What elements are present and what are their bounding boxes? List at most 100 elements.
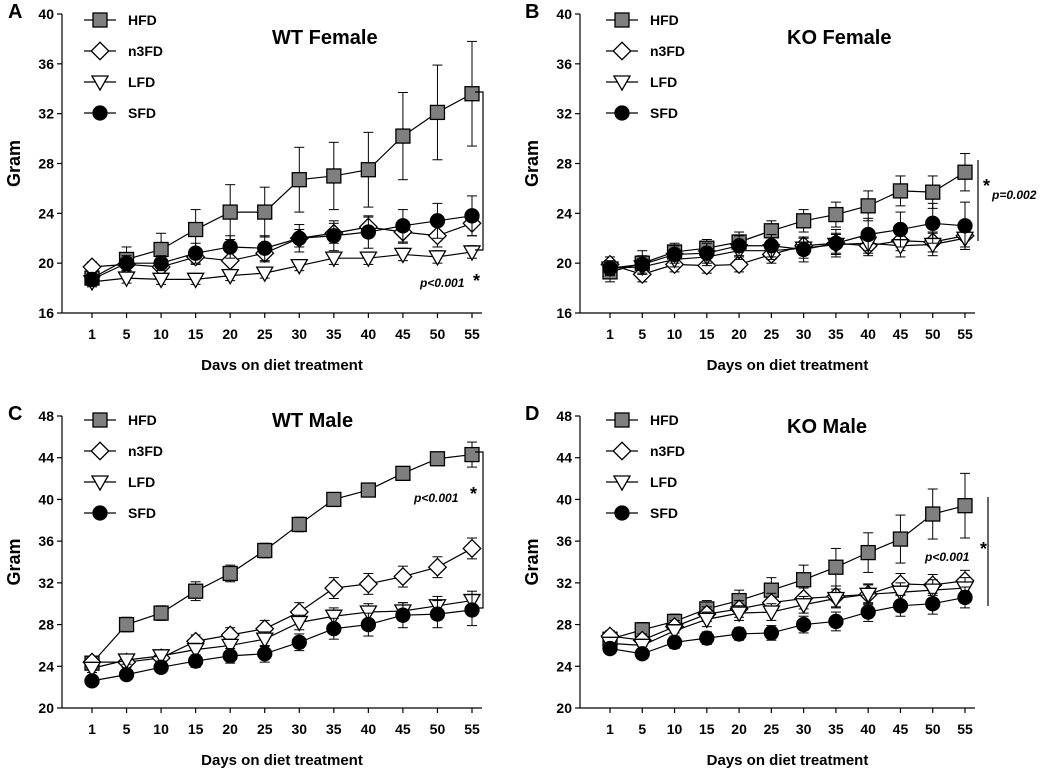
legend-marker [614, 412, 630, 428]
y-tick-label: 48 [38, 408, 54, 424]
y-tick-label: 28 [556, 617, 572, 633]
legend-label: SFD [128, 505, 156, 521]
legend-label: n3FD [650, 443, 685, 459]
legend-item-n3fd: n3FD [84, 41, 163, 61]
y-tick-label: 32 [556, 106, 572, 122]
legend-marker [92, 105, 108, 121]
legend-marker [614, 105, 630, 121]
y-axis-label: Gram [4, 140, 24, 187]
y-tick-label: 24 [38, 205, 54, 221]
x-tick-label: 45 [893, 721, 909, 737]
significance-star: * [983, 176, 990, 196]
panel-letter: C [8, 403, 22, 425]
data-point [326, 168, 342, 184]
data-point [828, 559, 844, 575]
legend: HFD n3FD LFD SFD [606, 412, 685, 521]
series-n3fd [82, 537, 482, 672]
legend-label: HFD [650, 412, 679, 428]
series-line [91, 599, 473, 669]
x-tick-label: 50 [430, 326, 446, 342]
data-point [860, 604, 876, 620]
data-point [186, 272, 205, 289]
data-point [666, 246, 683, 263]
x-tick-label: 40 [361, 721, 377, 737]
legend-item-lfd: LFD [84, 474, 155, 492]
legend-label: SFD [650, 505, 678, 521]
significance-star: * [470, 484, 477, 504]
x-tick-label: 55 [957, 326, 973, 342]
legend-marker [92, 505, 108, 521]
y-tick-label: 32 [38, 575, 54, 591]
data-point [794, 598, 813, 615]
p-value-label: p<0.001 [924, 550, 970, 564]
data-point [151, 272, 171, 289]
series-lfd [82, 590, 482, 678]
bracket-line [475, 451, 484, 609]
y-tick-label: 16 [556, 305, 572, 321]
chart-title: KO Male [787, 416, 867, 438]
significance-bracket: p<0.001 * [413, 451, 484, 609]
series-line [91, 93, 473, 279]
data-point [729, 606, 749, 623]
x-tick-label: 45 [395, 326, 411, 342]
legend-marker [614, 12, 630, 28]
data-point [957, 164, 973, 180]
legend-item-hfd: HFD [84, 412, 157, 428]
x-tick-label: 20 [731, 721, 747, 737]
significance-bracket: p<0.001 * [924, 497, 989, 606]
series-lfd [82, 245, 482, 292]
x-tick-label: 1 [88, 721, 96, 737]
data-point [665, 624, 684, 641]
series-line [91, 222, 473, 268]
series-hfd [602, 472, 973, 647]
bracket-line [475, 91, 484, 251]
x-tick-label: 35 [326, 326, 342, 342]
data-point [153, 241, 169, 258]
data-point [187, 245, 204, 261]
data-point [925, 184, 941, 200]
data-point [221, 268, 240, 285]
data-point [429, 606, 446, 622]
data-point [84, 271, 100, 288]
data-point [763, 238, 780, 254]
data-point [153, 255, 169, 271]
data-point [826, 591, 846, 608]
data-point [602, 640, 618, 657]
data-point [291, 172, 307, 188]
series-line [92, 547, 473, 663]
legend-marker [612, 75, 632, 92]
legend-marker [612, 475, 632, 492]
legend-label: LFD [650, 474, 677, 490]
data-point [153, 659, 169, 675]
x-tick-label: 55 [957, 721, 973, 737]
legend: HFD n3FD LFD SFD [84, 12, 163, 121]
legend-marker [612, 441, 632, 461]
y-tick-label: 40 [38, 491, 54, 507]
x-tick-label: 10 [153, 721, 169, 737]
data-point [221, 638, 240, 655]
x-tick-label: 50 [925, 326, 941, 342]
y-tick-label: 24 [38, 658, 54, 674]
data-point [925, 506, 941, 522]
x-tick-label: 25 [257, 721, 273, 737]
x-tick-label: 5 [123, 326, 131, 342]
y-tick-label: 36 [556, 56, 572, 72]
data-point [118, 666, 135, 683]
y-tick-label: 20 [38, 700, 54, 716]
data-point [892, 183, 909, 199]
x-tick-label: 10 [153, 326, 169, 342]
legend-marker [90, 475, 110, 492]
y-tick-label: 36 [38, 533, 54, 549]
legend: HFD n3FD LFD SFD [84, 412, 163, 521]
x-tick-label: 40 [860, 326, 876, 342]
x-tick-label: 30 [796, 326, 812, 342]
data-point [429, 451, 446, 467]
data-point [257, 240, 273, 256]
x-axis-label: Days on diet treatment [707, 752, 869, 769]
data-point [118, 255, 135, 271]
y-tick-label: 20 [556, 700, 572, 716]
legend-label: n3FD [650, 43, 685, 59]
significance-bracket: p=0.002* [977, 160, 1037, 241]
